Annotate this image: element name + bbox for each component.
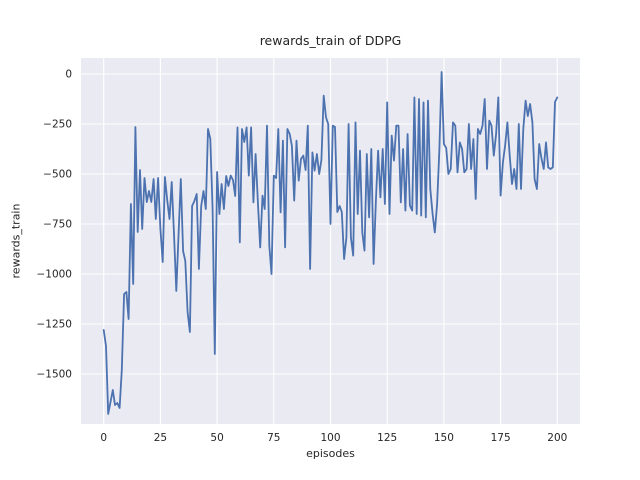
x-tick-label: 175	[491, 432, 511, 444]
y-tick-label: 0	[65, 69, 72, 81]
y-tick-label: −250	[43, 119, 72, 131]
series-line	[102, 71, 559, 415]
chart-title: rewards_train of DDPG	[259, 33, 402, 48]
x-tick-label: 125	[377, 432, 397, 444]
x-axis-label: episodes	[306, 447, 355, 460]
y-tick-label: −500	[43, 169, 72, 181]
y-tick-label: −1250	[36, 319, 72, 331]
x-tick-label: 0	[100, 432, 107, 444]
x-tick-label: 200	[547, 432, 567, 444]
x-tick-label: 75	[267, 432, 280, 444]
x-tick-label: 50	[210, 432, 223, 444]
y-axis-label: rewards_train	[9, 203, 23, 279]
x-tick-label: 25	[154, 432, 167, 444]
y-tick-label: −1000	[36, 269, 72, 281]
x-tick-label: 150	[434, 432, 454, 444]
y-tick-label: −750	[43, 219, 72, 231]
x-tick-label: 100	[320, 432, 340, 444]
y-tick-label: −1500	[36, 369, 72, 381]
